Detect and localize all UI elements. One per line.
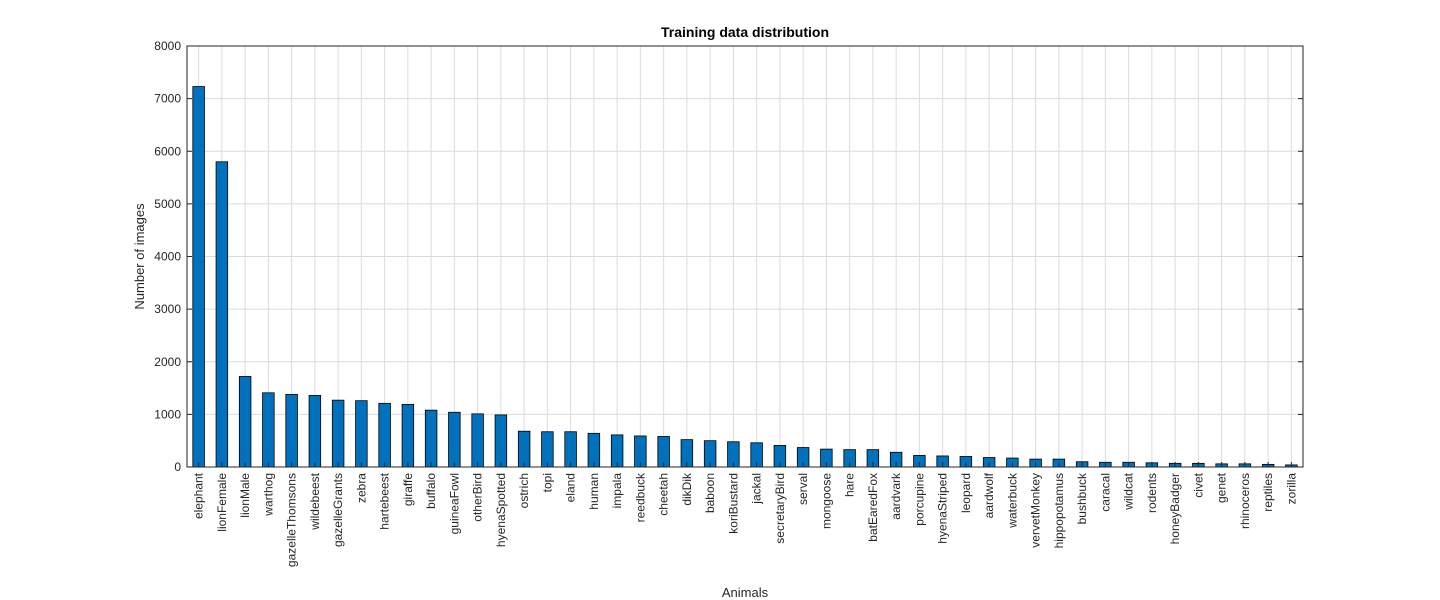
x-tick-label: hippopotamus [1052, 473, 1066, 548]
y-axis-ticks: 0 1000 2000 3000 4000 5000 6000 7000 8000 [154, 39, 1303, 474]
x-tick-label: warthog [261, 473, 275, 517]
x-tick-label: baboon [703, 473, 717, 513]
x-tick-label: human [587, 473, 601, 510]
x-tick-label: vervetMonkey [1029, 473, 1043, 548]
bar-human [587, 432, 601, 468]
x-tick-label: hartebeest [378, 472, 392, 529]
x-tick-label: hyenaStriped [936, 473, 950, 544]
y-axis-label: Number of images [132, 203, 147, 310]
x-tick-label: zebra [354, 473, 368, 503]
x-tick-label: mongoose [819, 473, 833, 529]
x-tick-label: lionFemale [215, 473, 229, 532]
x-tick-label: rhinoceros [1238, 473, 1252, 529]
x-tick-label: guineaFowl [447, 473, 461, 534]
x-tick-label: impala [610, 473, 624, 509]
x-tick-label: hyenaSpotted [494, 473, 508, 547]
x-tick-label: cheetah [657, 473, 671, 516]
x-tick-label: lionMale [238, 473, 252, 518]
x-tick-label: bushbuck [1075, 472, 1089, 524]
bar-warthog [262, 392, 275, 468]
bar-elephant [192, 86, 205, 468]
x-tick-label: hare [843, 473, 857, 497]
x-tick-label: porcupine [912, 473, 926, 526]
y-tick-label: 1000 [154, 407, 181, 421]
grid-layer [187, 45, 1303, 468]
x-tick-label: aardwolf [982, 472, 996, 518]
x-tick-label: elephant [192, 472, 206, 519]
x-tick-label: honeyBadger [1168, 473, 1182, 544]
chart-title: Training data distribution [661, 24, 829, 40]
bar-buffalo [424, 409, 438, 468]
x-tick-label: giraffe [401, 473, 415, 506]
y-tick-label: 6000 [154, 144, 181, 158]
x-tick-label: gazelleThomsons [285, 473, 299, 567]
x-tick-label: dikDik [680, 472, 694, 506]
bar-hyenaSpotted [494, 414, 508, 468]
y-tick-label: 5000 [154, 197, 181, 211]
x-tick-label: jackal [750, 473, 764, 505]
bar-otherBird [471, 413, 484, 468]
y-tick-label: 4000 [154, 250, 181, 264]
bar-zebra [355, 400, 368, 468]
x-tick-label: wildebeest [308, 472, 322, 530]
x-tick-label: serval [796, 473, 810, 505]
x-tick-label: genet [1215, 472, 1229, 503]
y-tick-label: 2000 [154, 355, 181, 369]
x-tick-label: gazelleGrants [331, 473, 345, 547]
x-tick-label: waterbuck [1005, 472, 1019, 529]
x-tick-label: buffalo [424, 473, 438, 509]
y-tick-label: 0 [174, 460, 181, 474]
x-tick-label: otherBird [471, 473, 485, 522]
bar-gazelleThomsons [285, 393, 298, 468]
x-tick-label: ostrich [517, 473, 531, 508]
x-tick-label: topi [540, 473, 554, 492]
x-axis-label: Animals [722, 585, 769, 600]
x-tick-label: rodents [1145, 473, 1159, 513]
x-tick-label: secretaryBird [773, 473, 787, 544]
x-tick-label: zorilla [1284, 473, 1298, 505]
bar-guineaFowl [448, 411, 461, 468]
x-tick-label: koriBustard [726, 473, 740, 534]
bar-giraffe [401, 403, 415, 468]
x-tick-label: reptiles [1261, 473, 1275, 512]
bar-wildebeest [308, 395, 322, 468]
bar-lionFemale [215, 161, 229, 468]
bar-ostrich [517, 430, 531, 468]
x-tick-label: civet [1191, 472, 1205, 497]
y-tick-label: 7000 [154, 92, 181, 106]
y-tick-label: 3000 [154, 302, 181, 316]
x-tick-label: aardvark [889, 472, 903, 520]
x-tick-label: caracal [1098, 473, 1112, 512]
bar-hartebeest [378, 402, 391, 468]
x-tick-label: batEaredFox [866, 473, 880, 542]
x-tick-label: leopard [959, 473, 973, 513]
x-tick-label: eland [564, 473, 578, 502]
bar-gazelleGrants [331, 399, 345, 468]
bar-eland [564, 431, 577, 468]
x-tick-label: wildcat [1122, 472, 1136, 510]
y-tick-label: 8000 [154, 39, 181, 53]
x-tick-label: reedbuck [633, 472, 647, 522]
x-axis-ticks: elephant lionFemale lionMale warthog gazelle… [192, 462, 1298, 567]
bar-topi [541, 431, 554, 468]
bars-layer [192, 86, 1298, 468]
bar-lionMale [238, 376, 252, 468]
